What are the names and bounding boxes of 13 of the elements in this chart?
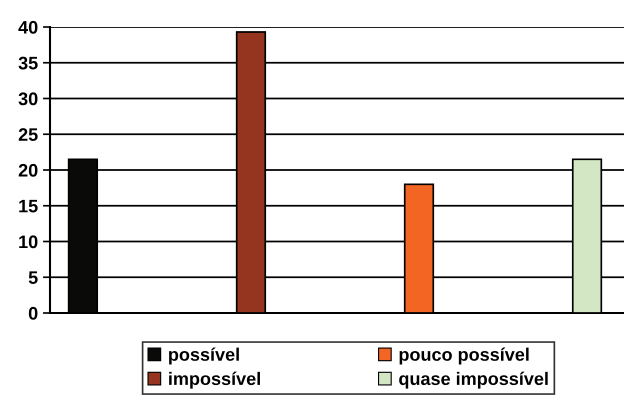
y-tick-label: 5: [28, 271, 38, 284]
legend-label: possível: [169, 347, 239, 364]
y-tick-label: 25: [18, 128, 38, 141]
y-tick-label: 35: [18, 56, 38, 70]
legend-label: impossível: [169, 372, 260, 389]
y-tick-label: 30: [18, 92, 38, 106]
y-tick-label: 15: [19, 200, 38, 212]
legend-label: pouco possível: [400, 347, 529, 364]
y-tick-label: 20: [18, 164, 38, 177]
legend-label: quase impossível: [399, 372, 548, 389]
y-tick-label: 10: [19, 235, 38, 248]
y-tick-label: 0: [28, 306, 38, 320]
y-tick-label: 40: [18, 20, 38, 34]
